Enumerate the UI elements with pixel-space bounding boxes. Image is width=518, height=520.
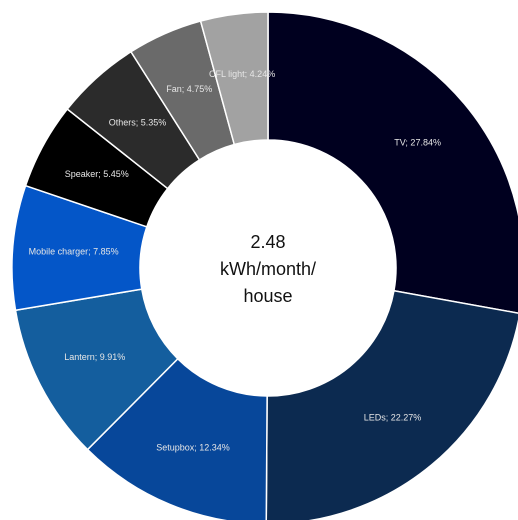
slice — [199, 11, 269, 146]
center-label: kWh/month/ — [220, 259, 316, 279]
slice-label: Setupbox; 12.34% — [156, 442, 230, 452]
slice-label: Lantern; 9.91% — [64, 352, 125, 362]
slice-label: CFL light; 4.24% — [209, 69, 275, 79]
slice-label: Speaker; 5.45% — [65, 169, 129, 179]
slice-label: LEDs; 22.27% — [364, 412, 422, 422]
center-label: 2.48 — [250, 232, 285, 252]
slice-label: TV; 27.84% — [394, 137, 441, 147]
slice-label: Mobile charger; 7.85% — [29, 247, 119, 257]
center-label: house — [243, 286, 292, 306]
slice-label: Others; 5.35% — [109, 117, 167, 127]
slice — [267, 11, 518, 314]
slice-label: Fan; 4.75% — [166, 84, 212, 94]
slice — [265, 289, 518, 520]
